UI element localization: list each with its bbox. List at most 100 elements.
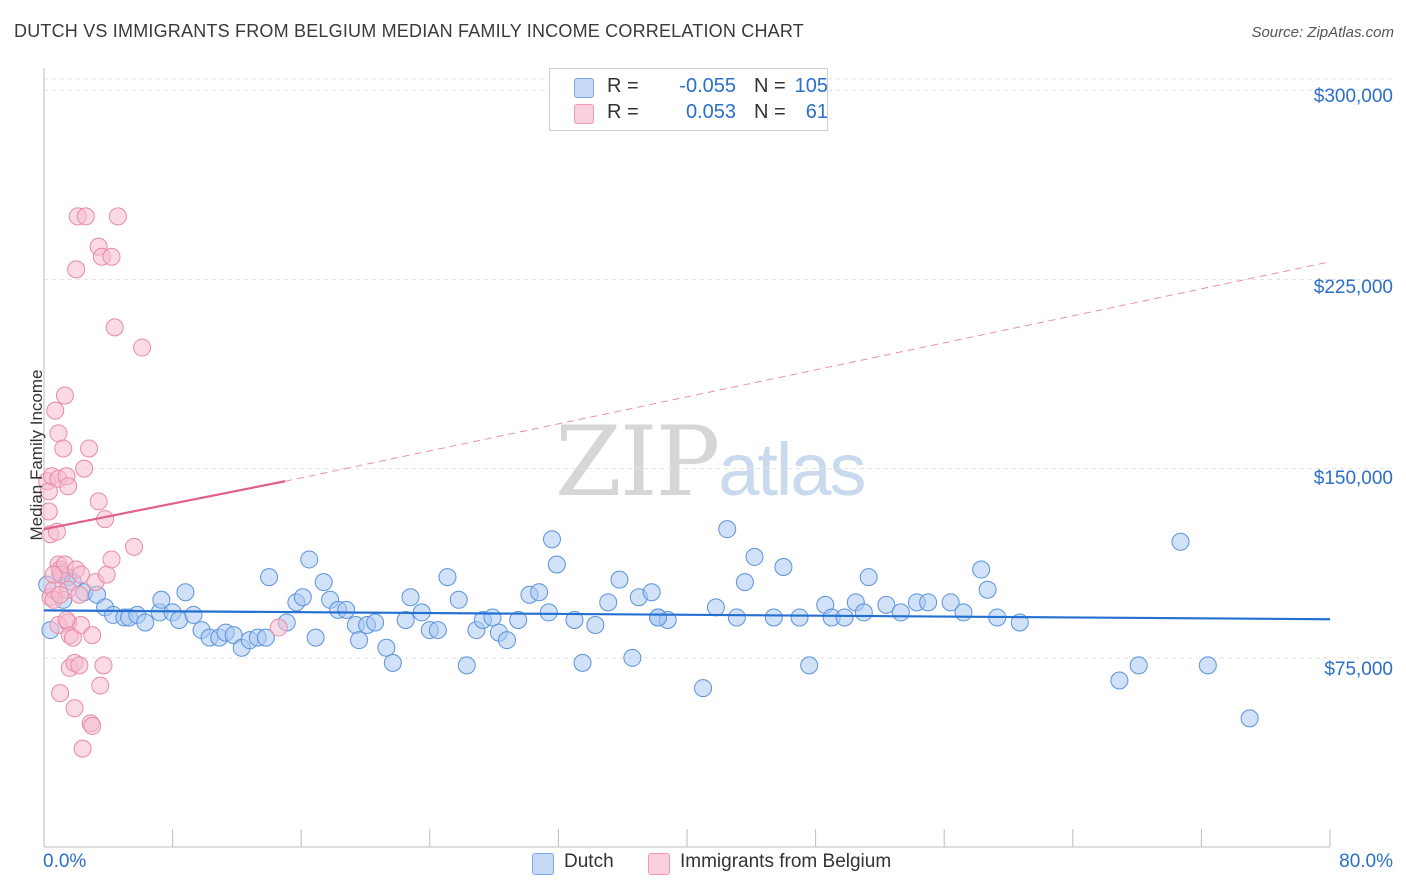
point-dutch-100 (1110, 671, 1129, 690)
point-dutch-32 (293, 588, 312, 607)
point-dutch-99 (1010, 613, 1029, 632)
y-axis-label: Median Family Income (27, 369, 46, 541)
point-dutch-82 (774, 558, 793, 577)
point-belgium-21 (59, 477, 78, 496)
legend-n-value: 61 (805, 101, 828, 123)
point-belgium-56 (70, 585, 89, 604)
point-dutch-104 (1240, 709, 1259, 728)
legend-r-label: R = (607, 101, 639, 123)
point-dutch-94 (941, 593, 960, 612)
point-dutch-63 (547, 555, 566, 574)
point-dutch-81 (764, 608, 783, 627)
point-belgium-27 (65, 699, 84, 718)
point-dutch-66 (586, 616, 605, 635)
legend-n-label: N = (754, 75, 786, 97)
watermark-zip: ZIP (555, 406, 720, 518)
watermark-atlas: atlas (718, 428, 866, 511)
point-dutch-60 (530, 583, 549, 602)
point-belgium-38 (80, 439, 99, 458)
point-dutch-76 (706, 598, 725, 617)
point-dutch-103 (1198, 656, 1217, 675)
point-dutch-74 (649, 608, 668, 627)
correlation-legend: R = -0.055 N = 105 R = 0.053 N = 61 (549, 68, 828, 131)
point-belgium-48 (97, 565, 116, 584)
bottom-legend-swatch-belgium (648, 853, 670, 875)
point-dutch-102 (1171, 532, 1190, 551)
point-belgium-26 (63, 628, 82, 647)
point-dutch-40 (350, 631, 369, 650)
point-dutch-33 (300, 550, 319, 569)
point-dutch-96 (972, 560, 991, 579)
point-dutch-91 (891, 603, 910, 622)
point-dutch-49 (428, 621, 447, 640)
point-belgium-49 (102, 247, 121, 266)
point-dutch-42 (366, 613, 385, 632)
point-belgium-34 (71, 565, 90, 584)
point-dutch-80 (745, 547, 764, 566)
point-dutch-87 (835, 608, 854, 627)
point-belgium-14 (51, 684, 70, 703)
x-tick-label-start: 0.0% (43, 851, 87, 872)
point-dutch-52 (457, 656, 476, 675)
point-dutch-57 (497, 631, 516, 650)
point-belgium-57 (51, 585, 70, 604)
point-dutch-75 (694, 679, 713, 698)
point-belgium-52 (108, 207, 127, 226)
legend-r-value: 0.053 (685, 101, 736, 123)
point-dutch-93 (919, 593, 938, 612)
point-belgium-55 (269, 618, 288, 637)
legend-r-value: -0.055 (679, 75, 736, 97)
point-belgium-42 (89, 492, 108, 511)
bottom-legend-label-belgium: Immigrants from Belgium (680, 851, 892, 872)
point-dutch-67 (599, 593, 618, 612)
x-tick-label-end: 80.0% (1339, 851, 1393, 872)
point-dutch-64 (565, 610, 584, 629)
bottom-legend-swatch-dutch (532, 853, 554, 875)
y-tick-label-150000: $150,000 (1313, 468, 1393, 489)
point-belgium-18 (55, 386, 74, 405)
point-dutch-97 (978, 580, 997, 599)
point-dutch-68 (610, 570, 629, 589)
legend-r-label: R = (607, 75, 639, 97)
point-belgium-59 (44, 565, 63, 584)
point-dutch-79 (735, 573, 754, 592)
point-dutch-29 (260, 568, 279, 587)
point-dutch-13 (136, 613, 155, 632)
point-dutch-69 (623, 648, 642, 667)
point-dutch-89 (854, 603, 873, 622)
point-dutch-95 (954, 603, 973, 622)
point-belgium-37 (76, 207, 95, 226)
point-belgium-50 (102, 550, 121, 569)
point-dutch-65 (573, 653, 592, 672)
point-belgium-32 (70, 656, 89, 675)
point-belgium-40 (83, 716, 102, 735)
point-dutch-58 (509, 610, 528, 629)
legend-swatch-belgium (574, 104, 594, 124)
point-dutch-105 (859, 568, 878, 587)
bottom-legend-label-dutch: Dutch (564, 851, 614, 872)
trend-line-dutch (43, 609, 1331, 621)
point-belgium-46 (94, 656, 113, 675)
y-tick-label-225000: $225,000 (1313, 277, 1393, 298)
point-dutch-15 (152, 590, 171, 609)
point-dutch-51 (449, 590, 468, 609)
legend-n-label: N = (754, 101, 786, 123)
point-belgium-51 (105, 318, 124, 337)
point-dutch-35 (314, 573, 333, 592)
point-belgium-53 (125, 537, 144, 556)
legend-swatch-dutch (574, 78, 594, 98)
point-dutch-38 (337, 600, 356, 619)
point-belgium-17 (54, 439, 73, 458)
point-belgium-58 (83, 626, 102, 645)
point-dutch-45 (396, 610, 415, 629)
point-dutch-55 (483, 608, 502, 627)
point-belgium-8 (46, 401, 65, 420)
chart-title: DUTCH VS IMMIGRANTS FROM BELGIUM MEDIAN … (14, 21, 804, 41)
point-dutch-101 (1129, 656, 1148, 675)
point-dutch-84 (800, 656, 819, 675)
trend-line-belgium (43, 480, 286, 531)
point-dutch-44 (383, 653, 402, 672)
point-belgium-2 (39, 502, 58, 521)
legend-n-value: 105 (794, 75, 828, 97)
